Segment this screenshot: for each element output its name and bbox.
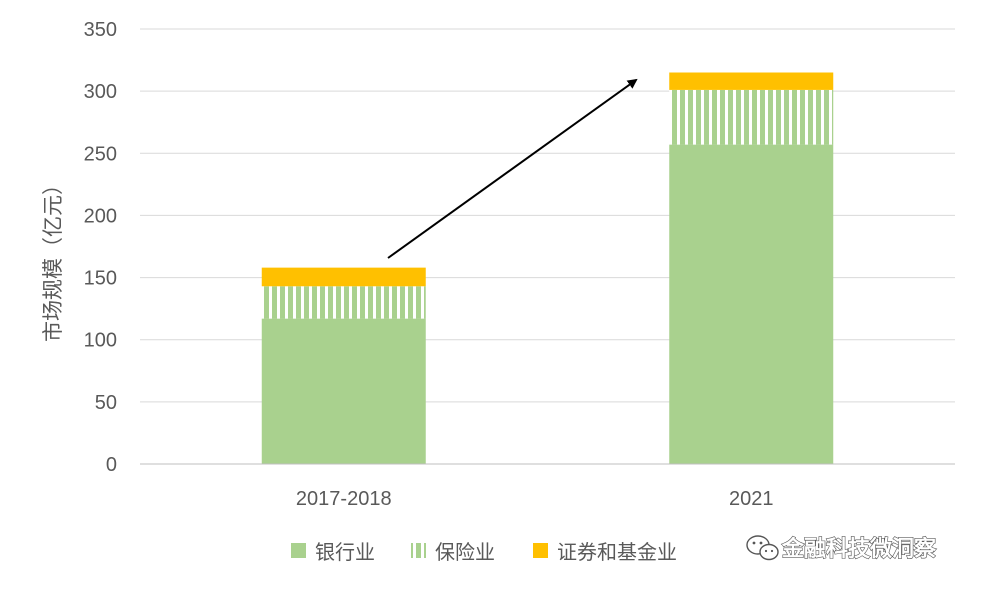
bar-segment-series-0	[669, 144, 834, 465]
y-tick-label: 300	[84, 81, 117, 103]
legend-item: 银行业	[291, 540, 375, 564]
y-tick-label: 150	[84, 268, 117, 290]
y-tick-label: 200	[84, 205, 117, 227]
trend-arrow	[387, 78, 638, 259]
wechat-icon	[746, 535, 779, 561]
legend-item: 证券和基金业	[533, 540, 677, 564]
bar-segment-series-1	[669, 89, 834, 145]
legend: 银行业 保险业 证券和基金业	[291, 540, 677, 564]
legend-label: 银行业	[315, 540, 375, 564]
y-axis-ticks: 0 50 100 150 200 250 300 350	[84, 19, 117, 476]
watermark-text: 金融科技微洞察	[781, 536, 937, 562]
legend-label: 证券和基金业	[557, 540, 677, 564]
y-tick-label: 250	[84, 143, 117, 165]
y-tick-label: 100	[84, 330, 117, 352]
bar-segment-series-0	[261, 318, 426, 464]
legend-label: 保险业	[435, 540, 495, 564]
x-tick-label: 2021	[729, 488, 774, 510]
legend-swatch	[533, 543, 548, 558]
y-axis-label: 市场规模（亿元）	[41, 174, 65, 342]
bar-segment-series-1	[261, 286, 426, 319]
bars	[261, 72, 834, 465]
legend-item: 保险业	[411, 540, 495, 564]
bar-segment-series-2	[261, 267, 426, 287]
y-tick-label: 50	[95, 392, 117, 414]
y-tick-label: 350	[84, 19, 117, 41]
legend-swatch	[291, 543, 306, 558]
legend-swatch	[411, 543, 426, 558]
watermark: 金融科技微洞察	[746, 535, 938, 563]
y-tick-label: 0	[106, 454, 117, 476]
x-axis-ticks: 2017-2018 2021	[296, 488, 774, 510]
bar-segment-series-2	[669, 72, 834, 90]
x-tick-label: 2017-2018	[296, 488, 392, 510]
